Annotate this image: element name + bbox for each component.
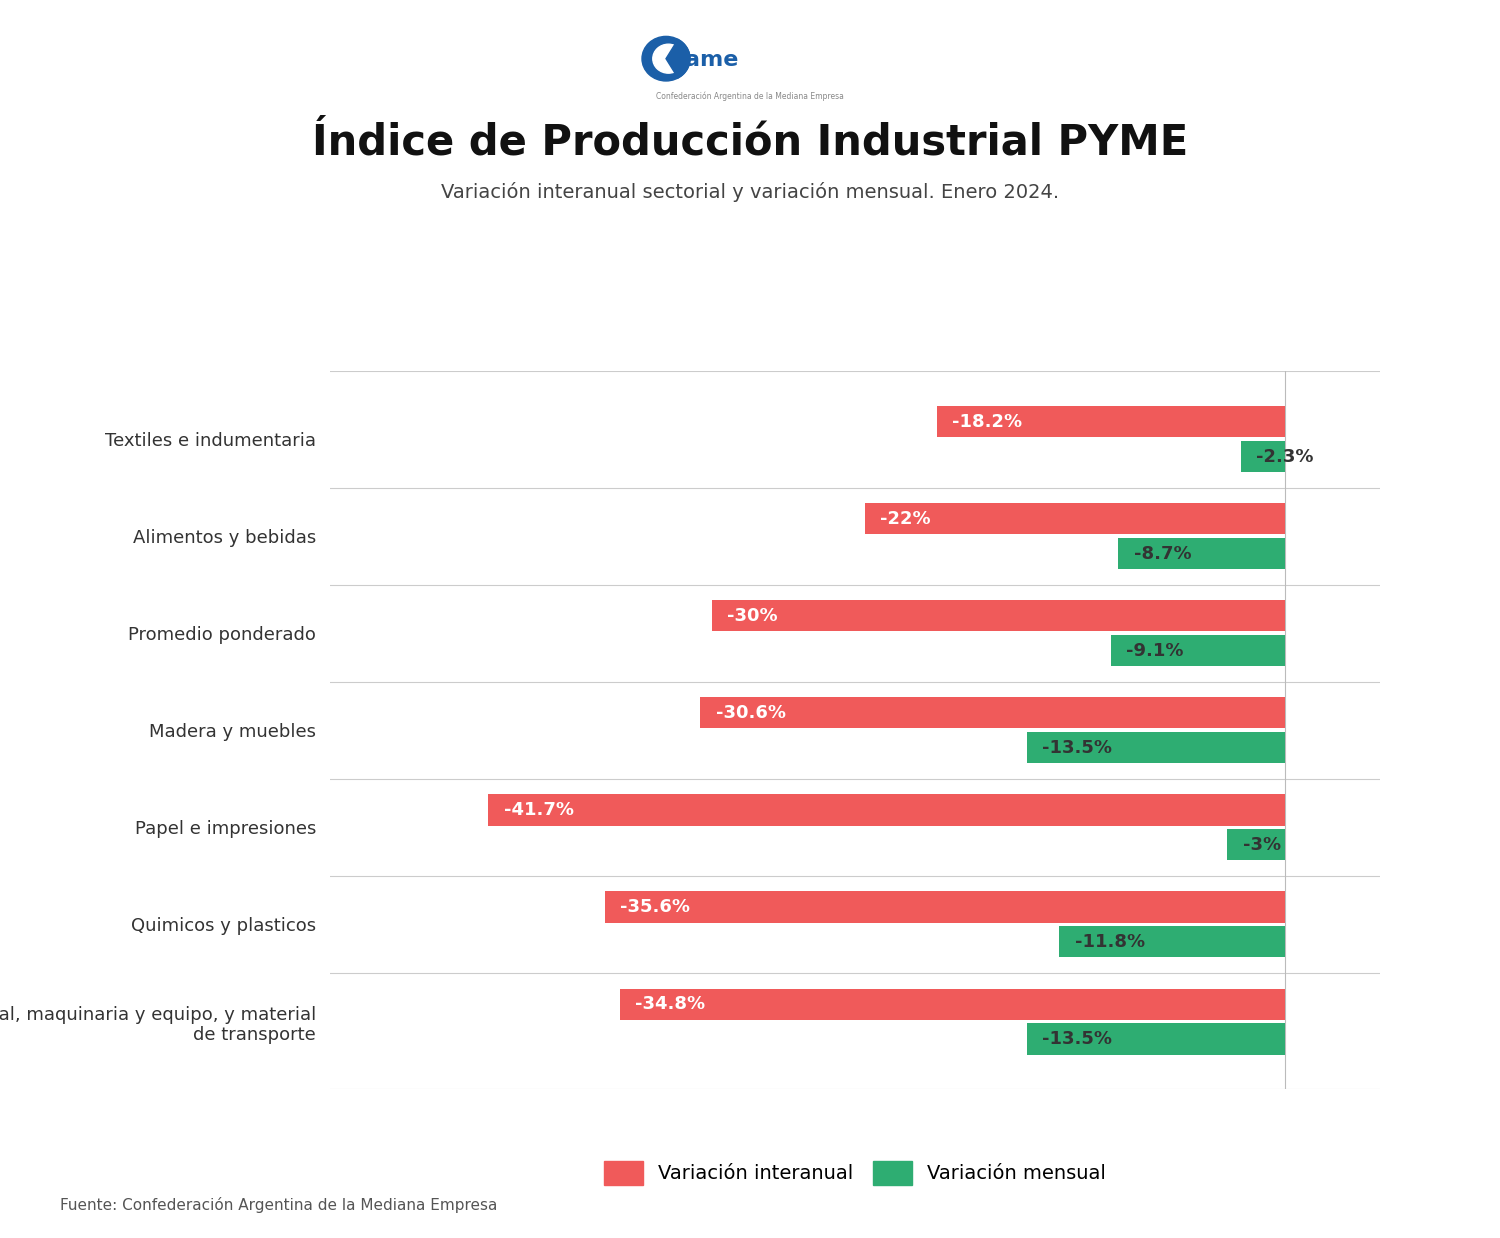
Text: Índice de Producción Industrial PYME: Índice de Producción Industrial PYME	[312, 121, 1188, 163]
Text: -30.6%: -30.6%	[716, 704, 786, 722]
Bar	[712, 600, 1284, 631]
Wedge shape	[666, 40, 690, 78]
Text: -8.7%: -8.7%	[1134, 545, 1191, 563]
Text: -3%: -3%	[1242, 836, 1281, 854]
Bar	[700, 697, 1284, 728]
Circle shape	[652, 45, 684, 73]
Text: -13.5%: -13.5%	[1042, 739, 1112, 756]
Legend: Variación interanual, Variación mensual: Variación interanual, Variación mensual	[594, 1151, 1116, 1195]
Text: Confederación Argentina de la Mediana Empresa: Confederación Argentina de la Mediana Em…	[656, 92, 844, 102]
Text: -2.3%: -2.3%	[1256, 448, 1314, 465]
Text: -13.5%: -13.5%	[1042, 1030, 1112, 1049]
Bar	[1227, 829, 1284, 860]
Text: -30%: -30%	[728, 607, 777, 625]
Text: ame: ame	[686, 50, 738, 69]
Bar	[938, 406, 1284, 437]
Text: Fuente: Confederación Argentina de la Mediana Empresa: Fuente: Confederación Argentina de la Me…	[60, 1197, 498, 1213]
Bar	[1059, 926, 1284, 957]
Text: -18.2%: -18.2%	[952, 412, 1023, 431]
Text: -34.8%: -34.8%	[636, 995, 705, 1013]
Bar	[1028, 733, 1284, 764]
Text: -35.6%: -35.6%	[620, 898, 690, 916]
Text: Variación interanual sectorial y variación mensual. Enero 2024.: Variación interanual sectorial y variaci…	[441, 182, 1059, 202]
Bar	[864, 504, 1284, 535]
Bar	[1240, 441, 1284, 473]
Circle shape	[642, 36, 690, 80]
Bar	[604, 891, 1284, 922]
Bar	[1112, 635, 1284, 666]
Bar	[489, 795, 1284, 826]
Text: -22%: -22%	[880, 510, 930, 527]
Bar	[620, 988, 1284, 1020]
Text: -11.8%: -11.8%	[1074, 933, 1144, 951]
Bar	[1119, 539, 1284, 569]
Text: -41.7%: -41.7%	[504, 801, 573, 820]
Bar	[1028, 1024, 1284, 1055]
Text: -9.1%: -9.1%	[1126, 641, 1184, 660]
